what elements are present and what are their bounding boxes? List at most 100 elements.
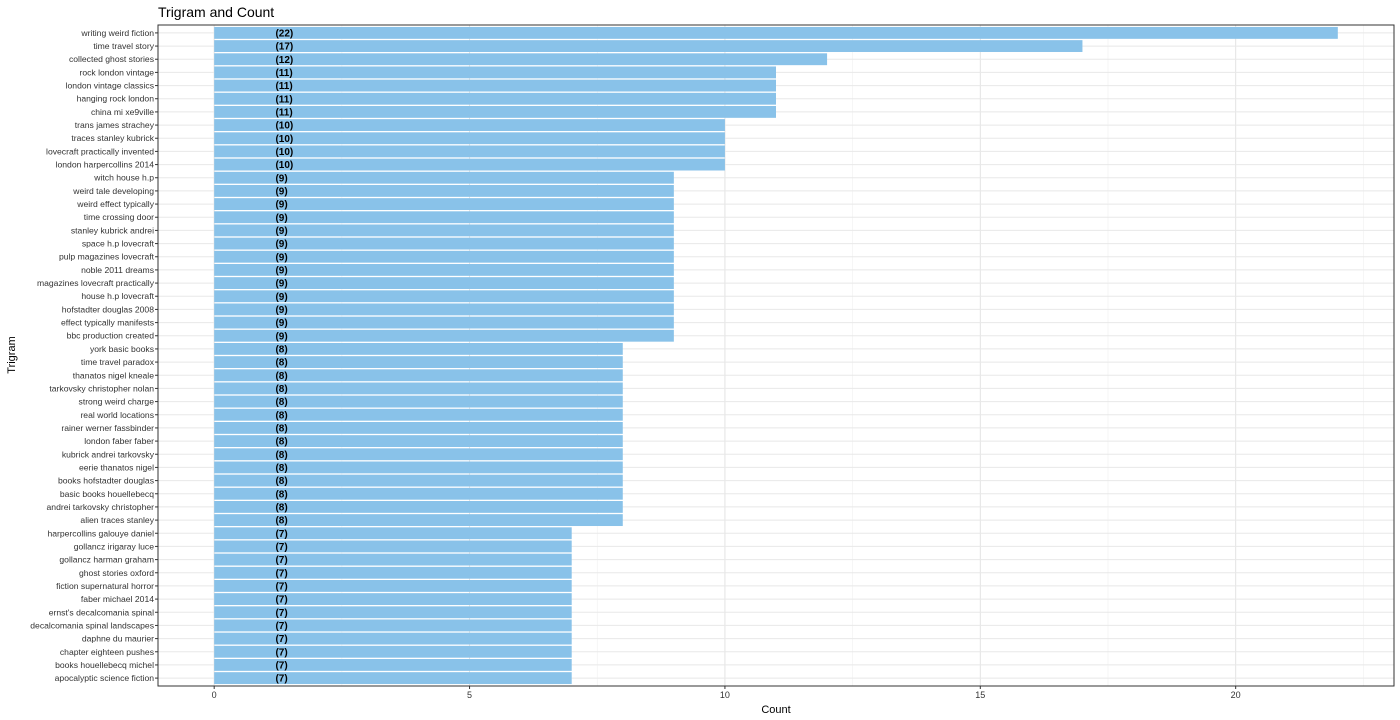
data-label: (8) (275, 345, 287, 356)
y-tick-label: noble 2011 dreams (81, 265, 154, 275)
bar (214, 580, 572, 592)
y-tick-label: strong weird charge (79, 397, 155, 407)
data-label: (7) (275, 542, 287, 553)
y-tick-label: time travel paradox (81, 357, 155, 367)
y-tick-label: apocalyptic science fiction (55, 673, 155, 683)
bar (214, 79, 776, 92)
data-label: (10) (275, 160, 293, 171)
y-tick-label: magazines lovecraft practically (37, 278, 155, 288)
bar (214, 593, 572, 606)
y-axis-label: Trigram (6, 336, 18, 373)
y-tick-label: rainer werner fassbinder (61, 423, 154, 433)
bar (214, 105, 776, 118)
y-tick-label: alien traces stanley (80, 515, 154, 525)
bar (214, 263, 674, 276)
bar (214, 40, 1083, 52)
y-tick-label: time crossing door (84, 212, 154, 222)
data-label: (9) (275, 331, 287, 342)
bar (214, 632, 572, 645)
bar (214, 553, 572, 566)
data-label: (9) (275, 187, 287, 198)
data-labels: (22) (17) (12) (11) (11) (11) (11) (10) (10) (10)… (275, 29, 293, 685)
bar (214, 92, 776, 105)
y-tick-label: london harpercollins 2014 (56, 160, 155, 170)
y-tick-label: thanatos nigel kneale (73, 370, 154, 380)
chart-title: Trigram and Count (158, 4, 274, 20)
bar (214, 66, 776, 79)
data-label: (8) (275, 437, 287, 448)
bar (214, 514, 623, 527)
y-tick-label: london faber faber (84, 436, 154, 446)
data-label: (7) (275, 529, 287, 540)
x-tick-label: 10 (720, 690, 730, 700)
y-tick-label: stanley kubrick andrei (71, 225, 154, 235)
bar (214, 26, 1338, 39)
bar (214, 145, 725, 158)
bar (214, 527, 572, 540)
y-tick-label: trans james strachey (75, 120, 155, 130)
bar (214, 408, 623, 421)
plot-border (157, 24, 1395, 687)
bar (214, 500, 623, 513)
y-tick-label: writing weird fiction (80, 28, 154, 38)
data-label: (17) (275, 42, 293, 53)
data-label: (7) (275, 661, 287, 672)
data-label: (8) (275, 516, 287, 527)
bar (214, 659, 572, 671)
bar (214, 303, 674, 316)
bar (214, 487, 623, 500)
x-tick-label: 0 (212, 690, 217, 700)
bar (214, 606, 572, 619)
bar (214, 395, 623, 408)
bar (214, 356, 623, 369)
data-label: (7) (275, 674, 287, 685)
data-label: (9) (275, 305, 287, 316)
y-tick-label: basic books houellebecq (60, 489, 154, 499)
data-label: (10) (275, 121, 293, 132)
data-label: (8) (275, 410, 287, 421)
y-tick-label: hofstadter douglas 2008 (62, 304, 154, 314)
y-tick-label: hanging rock london (77, 94, 155, 104)
y-tick-label: traces stanley kubrick (71, 133, 154, 143)
data-label: (7) (275, 634, 287, 645)
data-label: (8) (275, 397, 287, 408)
data-label: (7) (275, 582, 287, 593)
data-label: (11) (275, 94, 292, 105)
data-label: (7) (275, 555, 287, 566)
y-tick-label: weird effect typically (76, 199, 154, 209)
y-tick-label: eerie thanatos nigel (79, 462, 154, 472)
bar (214, 645, 572, 658)
data-label: (8) (275, 476, 287, 487)
data-label: (8) (275, 489, 287, 500)
bars (214, 26, 1338, 685)
bar (214, 198, 674, 211)
y-tick-label: bbc production created (67, 331, 155, 341)
y-tick-label: london vintage classics (66, 81, 154, 91)
data-label: (9) (275, 200, 287, 211)
data-label: (9) (275, 252, 287, 263)
bar (214, 290, 674, 303)
bar (214, 158, 725, 171)
data-label: (22) (275, 29, 293, 40)
bar (214, 369, 623, 382)
y-tick-label: lovecraft practically invented (46, 146, 154, 156)
y-tick-label: pulp magazines lovecraft (59, 252, 155, 262)
y-axis-ticks: writing weird fiction time travel story co… (30, 28, 158, 683)
data-label: (8) (275, 503, 287, 514)
y-tick-label: ernst's decalcomania spinal (49, 607, 154, 617)
data-label: (8) (275, 424, 287, 435)
y-tick-label: collected ghost stories (69, 54, 154, 64)
y-tick-label: gollancz harman graham (59, 555, 154, 565)
data-label: (9) (275, 266, 287, 277)
x-tick-label: 15 (975, 690, 985, 700)
y-tick-label: books hofstadter douglas (58, 476, 154, 486)
data-label: (7) (275, 568, 287, 579)
y-tick-label: daphne du maurier (82, 634, 154, 644)
bar (214, 540, 572, 553)
y-tick-label: chapter eighteen pushes (60, 647, 154, 657)
y-tick-label: books houellebecq michel (55, 660, 154, 670)
data-label: (11) (275, 108, 292, 119)
x-tick-label: 20 (1231, 690, 1241, 700)
